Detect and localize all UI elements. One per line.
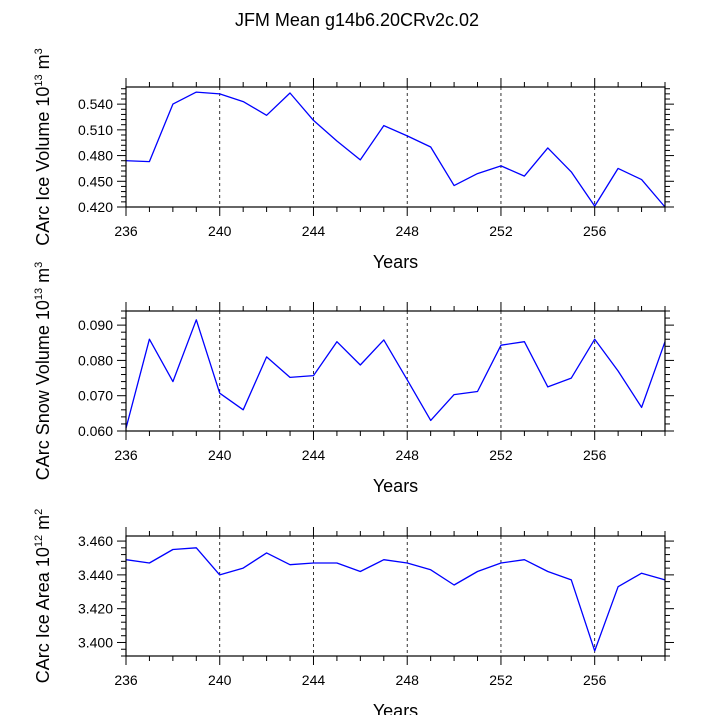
y-tick-label-0.540: 0.540 xyxy=(78,96,113,112)
plot-frame-2 xyxy=(125,310,666,432)
y-tick-label-0.450: 0.450 xyxy=(78,173,113,189)
x-tick-label-244: 244 xyxy=(302,447,326,463)
x-tick-label-240: 240 xyxy=(208,672,232,688)
y-axis-label-exponent: 13 xyxy=(33,74,45,86)
series-line-3 xyxy=(125,547,666,652)
y-axis-label-exponent: 13 xyxy=(33,288,45,300)
y-axis-label-unit: m xyxy=(33,54,53,74)
x-tick-label-244: 244 xyxy=(302,672,326,688)
x-tick-label-236: 236 xyxy=(114,223,138,239)
y-tick-label-3.400: 3.400 xyxy=(78,634,113,650)
y-axis-label-exponent: 12 xyxy=(33,535,45,547)
y-axis-label: CArc Ice Volume 1013 m3 xyxy=(33,48,53,245)
y-axis-label-text: CArc Ice Volume 10 xyxy=(33,87,53,246)
panel-1: 236 240 244 248 252 256 0.420 0.450 0.480 0.510 0.… xyxy=(33,48,674,272)
x-tick-label-244: 244 xyxy=(302,223,326,239)
x-tick-label-256: 256 xyxy=(583,672,607,688)
y-axis-label-unit: m xyxy=(33,515,53,535)
y-tick-label-0.070: 0.070 xyxy=(78,388,113,404)
x-tick-label-252: 252 xyxy=(489,672,513,688)
y-axis-label-unit-exponent: 3 xyxy=(33,48,45,54)
y-tick-label-0.090: 0.090 xyxy=(78,317,113,333)
x-tick-label-248: 248 xyxy=(396,447,420,463)
plot-frame-1 xyxy=(125,86,666,208)
y-tick-label-3.460: 3.460 xyxy=(78,533,113,549)
y-axis-label: CArc Snow Volume 1013 m3 xyxy=(33,262,53,480)
x-tick-label-240: 240 xyxy=(208,223,232,239)
panel-3: 236 240 244 248 252 256 3.400 3.420 3.440 3.460 Ye… xyxy=(33,509,674,715)
y-axis-label-text: CArc Snow Volume 10 xyxy=(33,300,53,480)
series-line-2 xyxy=(125,319,666,429)
series-line-1 xyxy=(125,91,666,208)
y-axis-label: CArc Ice Area 1012 m2 xyxy=(33,509,53,683)
x-tick-label-236: 236 xyxy=(114,447,138,463)
y-tick-label-0.510: 0.510 xyxy=(78,122,113,138)
y-tick-label-0.060: 0.060 xyxy=(78,423,113,439)
y-axis-label-unit: m xyxy=(33,268,53,288)
x-tick-label-256: 256 xyxy=(583,223,607,239)
x-tick-label-252: 252 xyxy=(489,223,513,239)
y-axis-label-unit-exponent: 2 xyxy=(33,509,45,515)
y-axis-label-unit-exponent: 3 xyxy=(33,262,45,268)
panel-2: 236 240 244 248 252 256 0.060 0.070 0.080 0.090 Ye… xyxy=(33,262,674,496)
plot-frame-3 xyxy=(125,535,666,657)
x-tick-label-240: 240 xyxy=(208,447,232,463)
x-tick-label-248: 248 xyxy=(396,223,420,239)
x-axis-label: Years xyxy=(373,476,418,496)
y-axis-label-text: CArc Ice Area 10 xyxy=(33,547,53,683)
y-tick-label-3.440: 3.440 xyxy=(78,567,113,583)
y-tick-label-3.420: 3.420 xyxy=(78,601,113,617)
x-tick-label-248: 248 xyxy=(396,672,420,688)
y-tick-label-0.420: 0.420 xyxy=(78,199,113,215)
x-axis-label: Years xyxy=(373,701,418,715)
y-tick-label-0.480: 0.480 xyxy=(78,148,113,164)
x-tick-label-252: 252 xyxy=(489,447,513,463)
x-tick-label-256: 256 xyxy=(583,447,607,463)
x-axis-label: Years xyxy=(373,252,418,272)
x-tick-label-236: 236 xyxy=(114,672,138,688)
figure-title: JFM Mean g14b6.20CRv2c.02 xyxy=(235,10,479,30)
y-tick-label-0.080: 0.080 xyxy=(78,352,113,368)
